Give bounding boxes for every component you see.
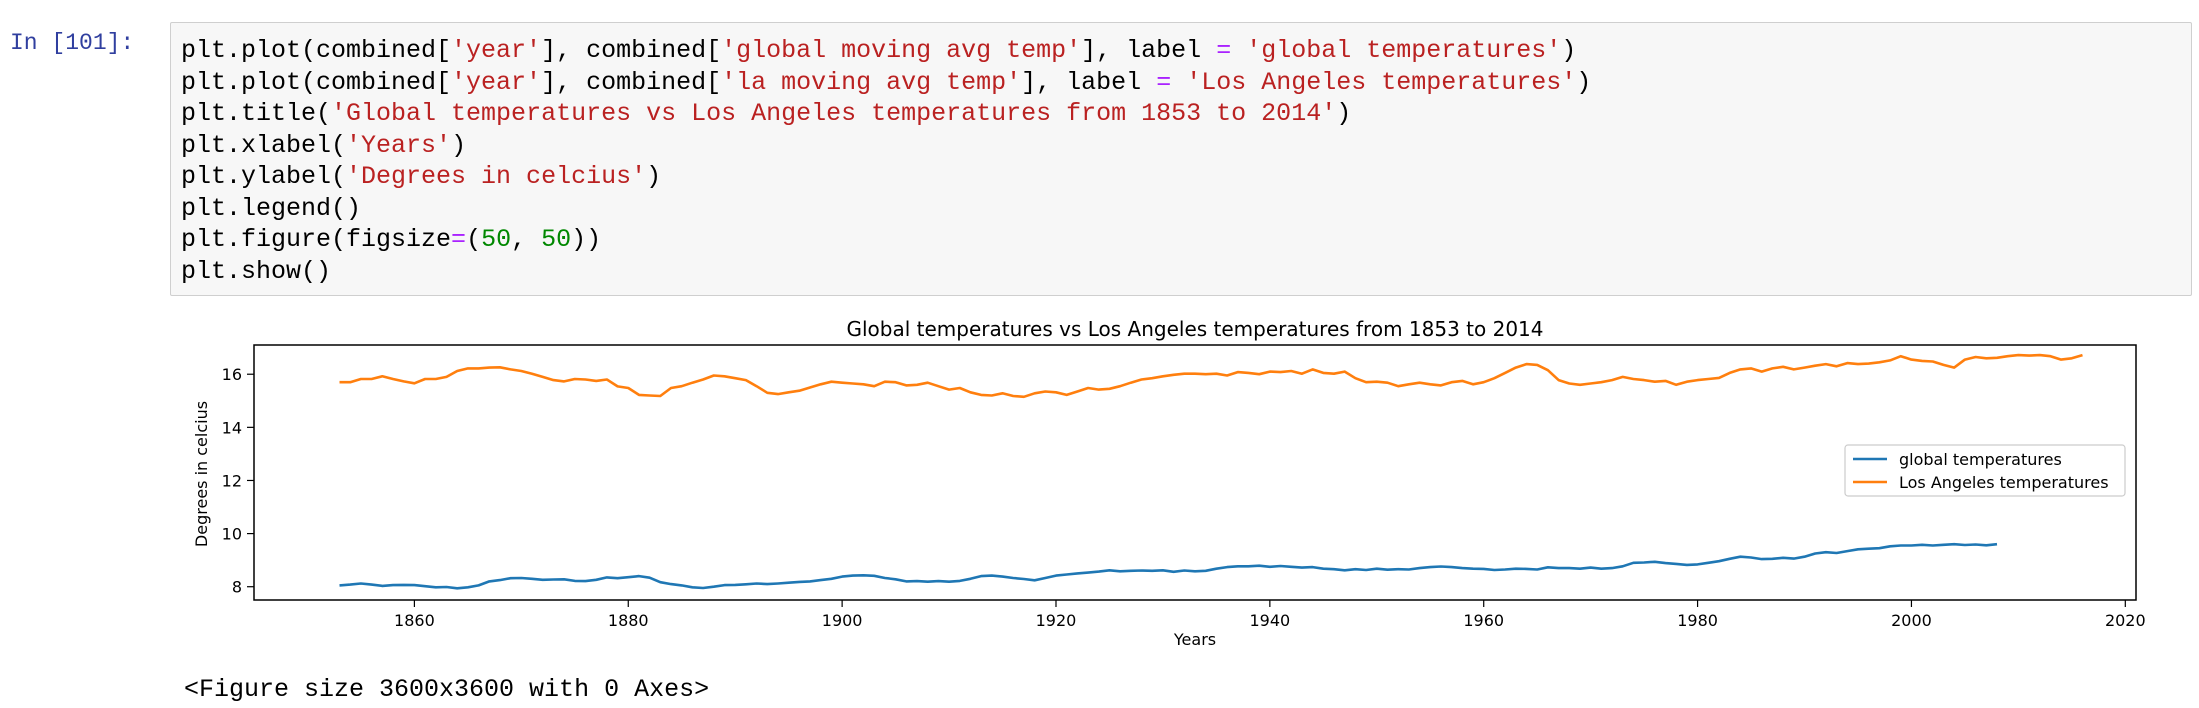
code-token: ], combined[ <box>541 36 722 65</box>
code-token: plt.xlabel( <box>181 130 347 160</box>
code-token: plt.show() <box>181 256 332 286</box>
code-token: = <box>1156 67 1172 97</box>
code-token: ) <box>1561 36 1577 65</box>
code-token: 'Global temperatures vs Los Angeles temp… <box>331 99 1337 128</box>
chart-title: Global temperatures vs Los Angeles tempe… <box>846 317 1543 341</box>
plot-area <box>253 344 2137 601</box>
code-token: 'la moving avg temp' <box>721 67 1022 97</box>
code-line: plt.legend() <box>181 193 2181 225</box>
code-line: plt.title('Global temperatures vs Los An… <box>181 98 2181 130</box>
code-token: 'Years' <box>346 130 452 160</box>
x-tick-label: 1920 <box>1036 611 1077 630</box>
code-token: )) <box>571 225 602 254</box>
x-tick-label: 1860 <box>394 611 435 630</box>
code-token: plt.plot(combined[ <box>181 67 452 97</box>
code-line: plt.show() <box>181 256 2181 288</box>
x-tick-label: 2020 <box>2105 611 2146 630</box>
code-token: ) <box>1336 99 1352 128</box>
code-token: 'Degrees in celcius' <box>346 162 647 191</box>
code-token: ) <box>1576 67 1592 97</box>
code-token: plt.legend() <box>181 193 362 223</box>
code-editor[interactable]: plt.plot(combined['year'], combined['glo… <box>171 23 2191 287</box>
code-token: ], label <box>1021 67 1157 97</box>
y-axis-label: Degrees in celcius <box>192 401 211 547</box>
code-token: ) <box>451 130 467 160</box>
code-line: plt.figure(figsize=(50, 50)) <box>181 224 2181 256</box>
code-token: 'global moving avg temp' <box>721 36 1082 65</box>
series-layer <box>339 353 2083 590</box>
code-token: 'global temperatures' <box>1246 36 1562 65</box>
y-tick-label: 10 <box>222 525 242 544</box>
x-tick-label: 2000 <box>1891 611 1932 630</box>
series-line-la <box>339 353 2083 399</box>
code-cell-input[interactable]: plt.plot(combined['year'], combined['glo… <box>170 22 2192 296</box>
y-axis: 8 10 12 14 16 <box>222 365 254 597</box>
cell-output-text: <Figure size 3600x3600 with 0 Axes> <box>184 675 710 704</box>
code-token: 'year' <box>451 67 542 97</box>
code-line: plt.plot(combined['year'], combined['la … <box>181 67 2181 99</box>
code-token: 50 <box>541 225 572 254</box>
legend-label-la: Los Angeles temperatures <box>1899 473 2109 492</box>
code-token: plt.ylabel( <box>181 162 347 191</box>
code-token: 'year' <box>451 36 542 65</box>
x-axis: 1860 1880 1900 1920 1940 1960 1980 2000 2020 <box>394 600 2146 630</box>
code-line: plt.xlabel('Years') <box>181 130 2181 162</box>
x-tick-label: 1960 <box>1463 611 1504 630</box>
x-tick-label: 1900 <box>822 611 863 630</box>
code-token: , <box>511 225 542 254</box>
x-axis-label: Years <box>1173 630 1216 649</box>
code-line: plt.plot(combined['year'], combined['glo… <box>181 35 2181 67</box>
x-tick-label: 1880 <box>608 611 649 630</box>
code-token: = <box>1216 36 1232 65</box>
code-token: plt.plot(combined[ <box>181 36 452 65</box>
y-tick-label: 12 <box>222 471 242 490</box>
code-token: plt.figure(figsize <box>181 225 452 254</box>
code-line: plt.ylabel('Degrees in celcius') <box>181 161 2181 193</box>
series-line-global <box>339 542 1998 590</box>
legend: global temperatures Los Angeles temperat… <box>1844 444 2126 497</box>
y-tick-label: 8 <box>232 578 242 597</box>
x-tick-label: 1940 <box>1249 611 1290 630</box>
x-tick-label: 1980 <box>1677 611 1718 630</box>
y-tick-label: 14 <box>222 418 242 437</box>
cell-prompt: In [101]: <box>10 30 135 56</box>
code-token: ( <box>466 225 482 254</box>
code-token: 50 <box>481 225 512 254</box>
code-token: ], label <box>1081 36 1217 65</box>
y-tick-label: 16 <box>222 365 242 384</box>
code-token: ], combined[ <box>541 67 722 97</box>
legend-label-global: global temperatures <box>1899 450 2062 469</box>
code-token: plt.title( <box>181 99 332 128</box>
legend-box <box>1844 444 2126 497</box>
code-token: ) <box>646 162 662 191</box>
code-token: 'Los Angeles temperatures' <box>1186 67 1577 97</box>
code-token: = <box>451 225 467 254</box>
